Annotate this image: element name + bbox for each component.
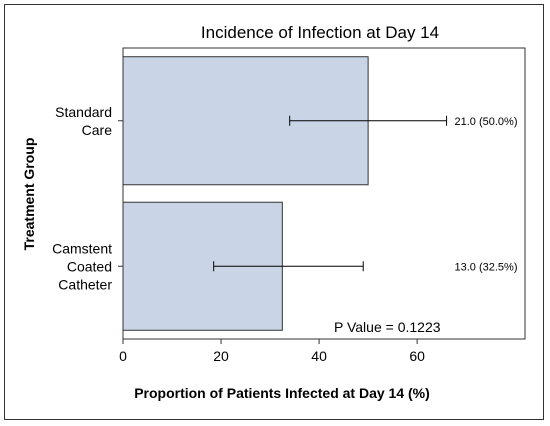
x-tick-label-0: 0 bbox=[119, 348, 127, 364]
category-label-1: Camstent Coated Catheter bbox=[52, 240, 112, 292]
category-label-0: Standard Care bbox=[55, 104, 112, 138]
chart-title: Incidence of Infection at Day 14 bbox=[201, 23, 439, 42]
x-tick-label-1: 20 bbox=[213, 348, 229, 364]
data-label-1: 13.0 (32.5%) bbox=[455, 261, 518, 273]
data-label-0: 21.0 (50.0%) bbox=[455, 116, 518, 128]
x-axis-label: Proportion of Patients Infected at Day 1… bbox=[134, 385, 430, 401]
plot-area bbox=[122, 47, 526, 340]
y-axis-label: Treatment Group bbox=[21, 138, 37, 251]
x-tick-label-3: 60 bbox=[409, 348, 425, 364]
x-tick-label-2: 40 bbox=[311, 348, 327, 364]
p-value-annotation: P Value = 0.1223 bbox=[334, 319, 441, 335]
